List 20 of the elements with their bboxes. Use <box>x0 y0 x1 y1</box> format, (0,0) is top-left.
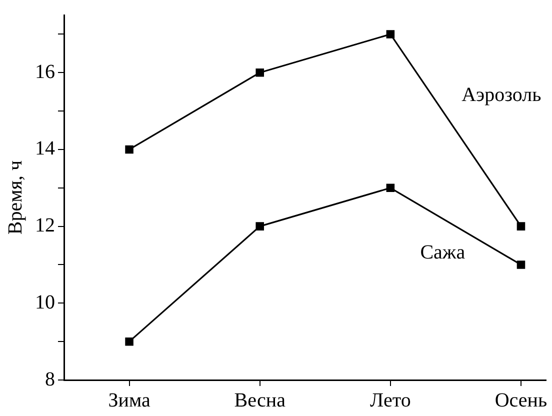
y-tick-label: 12 <box>35 214 55 237</box>
point <box>386 184 395 192</box>
y-axis-title: Время, ч <box>4 160 26 235</box>
point <box>516 260 526 269</box>
x-tick-label: Зима <box>108 389 150 412</box>
series-label: Сажа <box>420 241 466 264</box>
series-label: Аэрозоль <box>462 84 542 106</box>
y-tick-label: 16 <box>35 60 55 83</box>
x-tick-label: Осень <box>494 389 548 412</box>
x-tick-label: Лето <box>370 389 411 412</box>
y-tick-label: 10 <box>35 291 55 314</box>
point <box>516 222 526 230</box>
point <box>125 145 134 154</box>
y-tick-label: 14 <box>35 138 55 160</box>
point <box>125 337 134 346</box>
point <box>256 222 264 230</box>
point <box>386 30 395 38</box>
x-tick-label: Весна <box>234 389 286 412</box>
point <box>256 68 264 77</box>
y-tick-label: 8 <box>45 368 55 390</box>
